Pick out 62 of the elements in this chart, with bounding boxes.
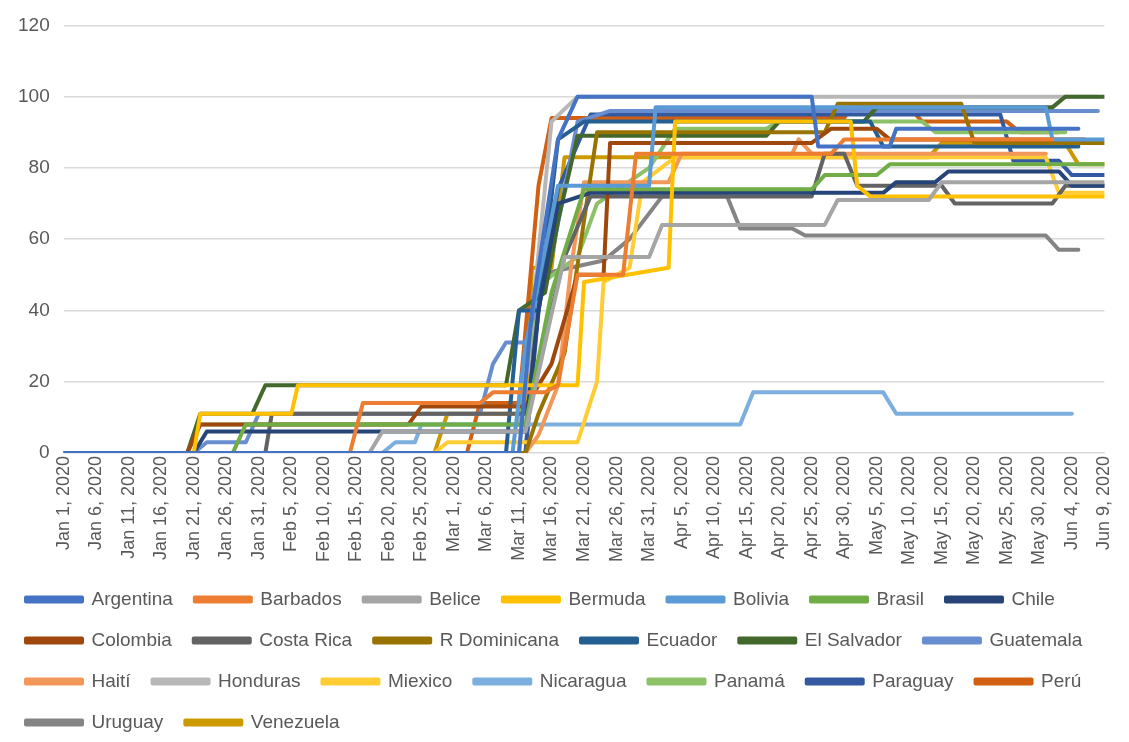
y-tick-label: 80 [28, 156, 50, 178]
y-tick-label: 120 [18, 13, 50, 35]
y-tick-label: 40 [28, 298, 50, 320]
x-tick-label: May 5, 2020 [865, 455, 886, 555]
legend-label: Uruguay [91, 710, 164, 732]
legend-label: Guatemala [989, 628, 1083, 650]
legend-label: Venezuela [250, 710, 340, 732]
legend-label: Paraguay [872, 669, 955, 691]
x-tick-label: Jan 31, 2020 [247, 455, 268, 561]
legend-label: Miexico [387, 669, 453, 691]
x-tick-label: Mar 26, 2020 [605, 455, 626, 563]
x-tick-label: Mar 11, 2020 [507, 455, 528, 561]
y-tick-label: 20 [28, 369, 50, 391]
legend-label: Panamá [713, 669, 786, 691]
x-tick-label: Mar 16, 2020 [540, 455, 561, 563]
legend-label: Ecuador [646, 628, 718, 650]
x-tick-label: May 10, 2020 [898, 455, 919, 566]
x-tick-label: Apr 5, 2020 [670, 455, 691, 550]
legend-label: Colombia [91, 628, 173, 650]
x-tick-label: Jan 16, 2020 [150, 455, 171, 561]
x-tick-label: Feb 20, 2020 [377, 455, 398, 563]
x-tick-label: Mar 6, 2020 [475, 455, 496, 552]
x-tick-label: May 30, 2020 [1028, 455, 1049, 566]
x-tick-label: May 25, 2020 [995, 455, 1016, 566]
legend-label: Costa Rica [259, 628, 353, 650]
x-tick-label: Jan 11, 2020 [117, 455, 138, 559]
x-tick-label: Apr 25, 2020 [800, 455, 821, 560]
legend-label: Nicaragua [539, 669, 627, 691]
x-tick-label: Mar 1, 2020 [442, 455, 463, 552]
legend-label: Argentina [91, 587, 174, 609]
x-tick-label: Jun 9, 2020 [1093, 455, 1114, 551]
x-tick-label: Feb 15, 2020 [345, 455, 366, 563]
x-tick-label: Mar 21, 2020 [573, 455, 594, 563]
legend-label: El Salvador [804, 628, 903, 650]
x-tick-label: Jan 1, 2020 [52, 455, 73, 551]
x-tick-label: Feb 10, 2020 [312, 455, 333, 563]
x-tick-label: Apr 20, 2020 [768, 455, 789, 560]
legend-label: R Dominicana [439, 628, 560, 650]
legend-label: Brasil [876, 587, 924, 609]
legend-label: Barbados [260, 587, 342, 609]
x-tick-label: Feb 5, 2020 [280, 455, 301, 553]
x-tick-label: Apr 10, 2020 [703, 455, 724, 560]
x-tick-label: Apr 15, 2020 [735, 455, 756, 560]
legend-label: Bermuda [568, 587, 646, 609]
legend-label: Chile [1011, 587, 1055, 609]
x-tick-label: Jan 21, 2020 [182, 455, 203, 561]
y-tick-label: 0 [39, 441, 50, 463]
legend-label: Belice [429, 587, 481, 609]
legend-label: Perú [1041, 669, 1082, 691]
y-tick-label: 60 [28, 227, 50, 249]
y-tick-label: 100 [18, 84, 50, 106]
x-tick-label: May 20, 2020 [963, 455, 984, 566]
x-tick-label: Mar 31, 2020 [638, 455, 659, 563]
legend-label: Haití [91, 669, 132, 691]
x-tick-label: May 15, 2020 [930, 455, 951, 566]
x-tick-label: Apr 30, 2020 [833, 455, 854, 560]
legend-label: Bolivia [733, 587, 790, 609]
x-tick-label: Jun 4, 2020 [1060, 455, 1081, 551]
x-tick-label: Jan 6, 2020 [85, 455, 106, 551]
x-tick-label: Jan 26, 2020 [215, 455, 236, 561]
x-tick-label: Feb 25, 2020 [410, 455, 431, 563]
legend-label: Honduras [218, 669, 301, 691]
